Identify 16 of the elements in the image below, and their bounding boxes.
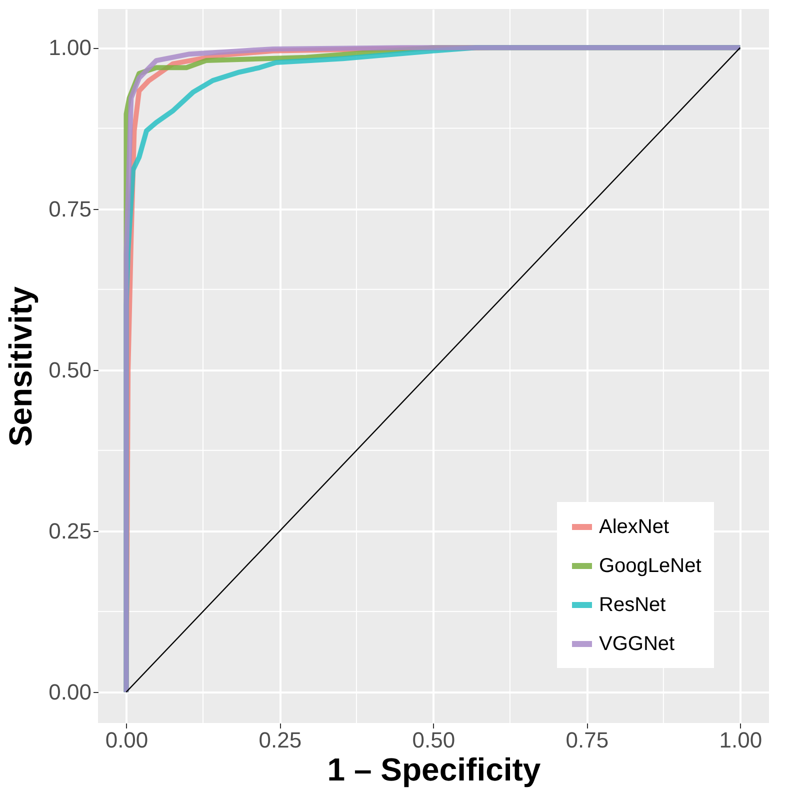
legend-label: VGGNet <box>599 633 676 655</box>
y-tick-label: 1.00 <box>48 35 92 60</box>
x-tick-label: 1.00 <box>719 728 762 752</box>
y-tick-label: 0.75 <box>48 196 92 222</box>
legend-label: AlexNet <box>599 516 670 538</box>
x-tick-label: 0.00 <box>105 728 148 752</box>
y-axis-title: Sensitivity <box>2 286 39 447</box>
x-tick-label: 0.25 <box>258 728 302 752</box>
x-tick-label: 0.50 <box>412 728 456 752</box>
x-axis-title: 1 – Specificity <box>327 752 541 788</box>
y-tick-label: 0.50 <box>48 357 92 382</box>
x-tick-label: 0.75 <box>566 728 609 752</box>
legend-label: ResNet <box>599 594 666 616</box>
y-tick-label: 0.25 <box>48 518 92 544</box>
y-tick-label: 0.00 <box>48 680 92 705</box>
legend-label: GoogLeNet <box>599 555 702 577</box>
